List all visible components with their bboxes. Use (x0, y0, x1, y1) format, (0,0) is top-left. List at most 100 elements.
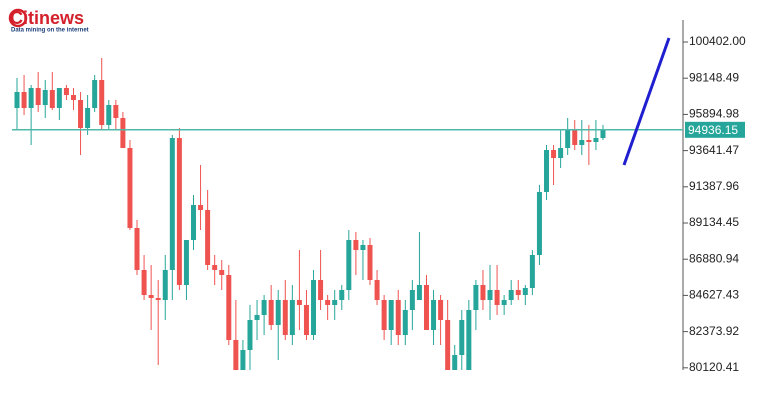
candle-body (219, 269, 225, 275)
candle-body (99, 79, 105, 125)
candle-body (176, 138, 182, 285)
candle-body (240, 350, 246, 370)
candle-body (127, 147, 133, 228)
candle-body (438, 299, 444, 320)
candle-body (155, 298, 161, 300)
candle-body (21, 91, 27, 108)
candle-body (529, 254, 535, 288)
candle-body (353, 239, 359, 251)
candle-body (466, 310, 472, 370)
candle-body (480, 284, 486, 300)
candle-body (558, 147, 564, 159)
logo-brand: Citinews (10, 8, 84, 28)
candle-body (70, 95, 76, 100)
candle-body (296, 299, 302, 305)
candle-body (572, 130, 578, 145)
candle-body (416, 284, 422, 300)
price-label-box (685, 121, 745, 138)
y-tick-label: 98148.49 (689, 70, 739, 84)
candle-body (169, 138, 175, 270)
candle-body (268, 299, 274, 325)
y-tick-label: 93641.47 (689, 143, 739, 157)
candle-body (473, 284, 479, 311)
candle-body (113, 104, 119, 119)
candle-body (148, 294, 154, 299)
candle-body (431, 299, 437, 331)
y-tick-label: 91387.96 (689, 179, 739, 193)
candle-body (254, 314, 260, 320)
candle-body (487, 290, 493, 300)
candle-body (402, 310, 408, 335)
candle-body (261, 299, 267, 315)
candle-body (120, 118, 126, 148)
candle-body (92, 79, 98, 108)
candle-body (78, 99, 84, 128)
candle-body (325, 299, 331, 305)
candle-body (600, 130, 606, 139)
candle-body (445, 319, 451, 370)
y-tick-label: 84627.43 (689, 288, 739, 302)
candle-body (544, 150, 549, 192)
logo-tagline: Data mining on the internet (11, 28, 89, 34)
candle-body (395, 299, 401, 335)
candle-body (85, 107, 91, 128)
candle-body (134, 227, 140, 270)
candle-body (508, 290, 514, 300)
candle-body (191, 204, 196, 240)
trend-line (622, 37, 671, 166)
candle-body (282, 299, 288, 335)
candle-body (381, 299, 387, 331)
candle-body (233, 339, 239, 370)
candle-body (14, 91, 20, 108)
candle-body (346, 239, 352, 291)
candle-body (332, 299, 338, 305)
candle-body (275, 299, 281, 325)
candle-body (579, 139, 585, 145)
candle-body (388, 299, 394, 331)
candle-body (515, 290, 521, 295)
candle-body (565, 130, 571, 148)
candle-body (409, 290, 415, 311)
candle-body (247, 319, 253, 351)
candle-body (522, 287, 528, 295)
y-tick-label: 89134.45 (689, 215, 739, 229)
candle-body (367, 244, 373, 280)
candle-body (360, 244, 366, 251)
candle-body (226, 274, 232, 340)
y-tick-label: 82373.92 (689, 324, 739, 338)
price-label: 94936.15 (688, 123, 738, 137)
candle-body (423, 284, 429, 331)
candle-body (212, 264, 218, 270)
candle-body (289, 299, 295, 335)
candle-body (198, 204, 204, 211)
candle-body (42, 90, 48, 105)
candle-body (311, 279, 317, 335)
candle-body (141, 269, 147, 295)
y-tick-label: 100402.00 (689, 34, 746, 48)
candle-body (374, 279, 380, 300)
candle-body (494, 290, 500, 305)
logo: Citinews Data mining on the internet (8, 8, 89, 34)
candle-body (162, 269, 168, 300)
candle-body (106, 104, 112, 125)
candle-body (452, 354, 458, 370)
candle-body (28, 87, 34, 108)
plot-area: 100402.00 98148.49 95894.98 93641.47 91387.9… (12, 20, 746, 374)
candle-body (593, 138, 599, 143)
candle-body (459, 319, 465, 355)
candle-body (205, 210, 211, 265)
candle-body (536, 191, 542, 255)
y-tick-label: 80120.41 (689, 360, 739, 374)
candle-body (551, 150, 557, 159)
candle-body (339, 290, 345, 300)
candle-body (49, 90, 55, 108)
candle-body (56, 87, 62, 108)
candle-body (501, 299, 507, 305)
candle-body (63, 87, 69, 96)
candle-body (35, 87, 41, 105)
y-tick-label: 95894.98 (689, 107, 739, 121)
candle-body (318, 279, 324, 300)
candle-body (303, 304, 309, 335)
candle-body (586, 139, 592, 143)
